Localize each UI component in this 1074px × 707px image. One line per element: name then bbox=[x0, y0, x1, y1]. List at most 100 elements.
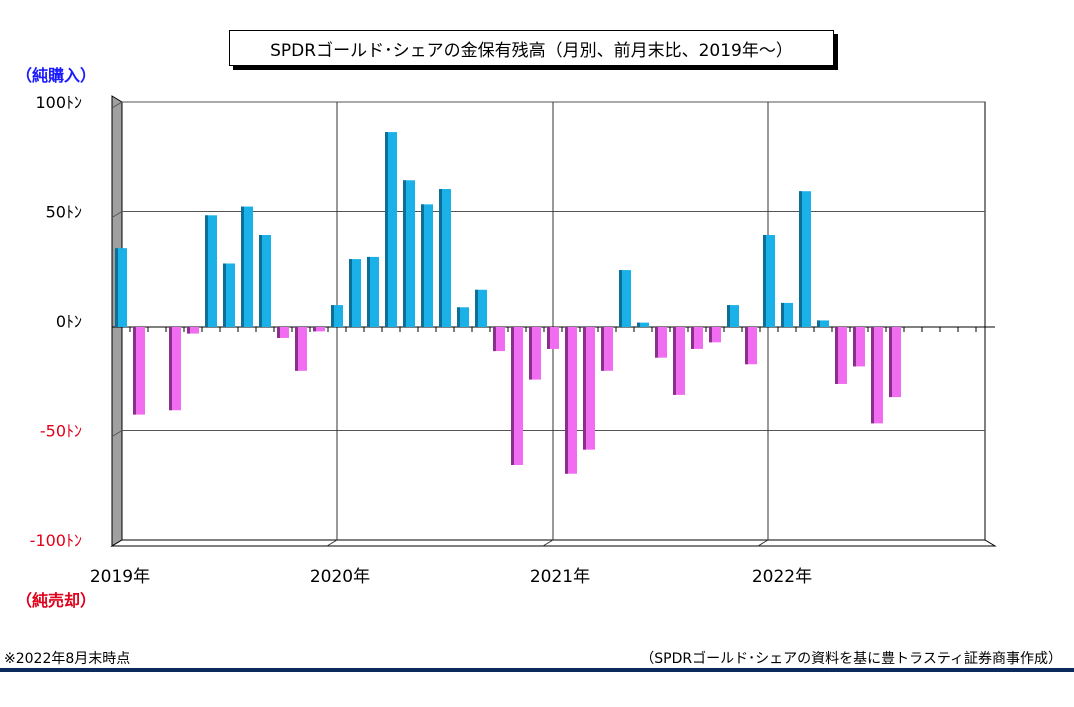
bar bbox=[223, 263, 235, 327]
bar bbox=[871, 327, 883, 424]
bar-side bbox=[601, 327, 604, 371]
bar-side bbox=[349, 259, 352, 327]
bar-side bbox=[781, 302, 784, 327]
bar-side bbox=[259, 235, 262, 327]
bar-side bbox=[547, 327, 550, 349]
bar bbox=[565, 327, 577, 474]
x-year-label: 2021年 bbox=[530, 567, 590, 587]
bar-front bbox=[817, 320, 829, 327]
label-layer: 100ﾄﾝ 50ﾄﾝ 0ﾄﾝ -50ﾄﾝ -100ﾄﾝ 2019年 2020年 2021年 20… bbox=[30, 93, 812, 587]
bar-side bbox=[817, 320, 820, 327]
y-tick-label: 50ﾄﾝ bbox=[46, 203, 82, 222]
bar bbox=[745, 327, 757, 365]
x-year-label: 2022年 bbox=[752, 567, 812, 587]
bar bbox=[331, 305, 343, 327]
gridline-side bbox=[111, 211, 123, 218]
bar bbox=[385, 132, 397, 327]
bar bbox=[835, 327, 847, 384]
bar-front bbox=[313, 327, 325, 332]
bar bbox=[349, 259, 361, 327]
bar-chart: 100ﾄﾝ 50ﾄﾝ 0ﾄﾝ -50ﾄﾝ -100ﾄﾝ 2019年 2020年 2021年 20… bbox=[30, 93, 997, 587]
bar-side bbox=[853, 327, 856, 367]
bar-side bbox=[511, 327, 514, 465]
y-tick-label: -100ﾄﾝ bbox=[30, 531, 82, 550]
bar bbox=[403, 180, 415, 327]
y-tick-label: 100ﾄﾝ bbox=[35, 93, 82, 112]
bar-side bbox=[133, 327, 136, 415]
bar-side bbox=[457, 307, 460, 327]
bar-side bbox=[835, 327, 838, 384]
bar bbox=[511, 327, 523, 465]
bar-side bbox=[223, 263, 226, 327]
bar bbox=[421, 204, 433, 327]
bar bbox=[889, 327, 901, 398]
bar bbox=[259, 235, 271, 327]
bar bbox=[547, 327, 559, 349]
bar-side bbox=[709, 327, 712, 343]
bar-side bbox=[205, 215, 208, 327]
bar bbox=[619, 270, 631, 327]
bar-side bbox=[115, 248, 118, 327]
bar bbox=[655, 327, 667, 358]
gridline-floor bbox=[542, 539, 554, 547]
bar-side bbox=[583, 327, 586, 450]
bar bbox=[763, 235, 775, 327]
bar-side bbox=[637, 322, 640, 327]
net-sale-label: （純売却） bbox=[16, 591, 97, 610]
bar-side bbox=[763, 235, 766, 327]
bar-side bbox=[673, 327, 676, 395]
bar-layer bbox=[115, 132, 901, 474]
bar bbox=[295, 327, 307, 371]
chart-title: SPDRゴールド･シェアの金保有残高（月別、前月末比、2019年～） bbox=[229, 30, 834, 66]
bar-front bbox=[187, 327, 199, 334]
bar bbox=[529, 327, 541, 380]
bar bbox=[457, 307, 469, 327]
bar bbox=[241, 206, 253, 327]
gridline-floor bbox=[326, 539, 338, 547]
gridline-side bbox=[111, 101, 123, 109]
x-year-label: 2020年 bbox=[310, 567, 370, 587]
plot-floor bbox=[110, 539, 997, 547]
bar bbox=[781, 302, 793, 327]
bar-side bbox=[187, 327, 190, 334]
bar-side bbox=[439, 189, 442, 327]
bar-side bbox=[619, 270, 622, 327]
bar bbox=[367, 256, 379, 327]
bar bbox=[853, 327, 865, 367]
bar-side bbox=[277, 327, 280, 338]
bar-side bbox=[799, 191, 802, 327]
bar-side bbox=[241, 206, 244, 327]
bar bbox=[601, 327, 613, 371]
y-tick-label: 0ﾄﾝ bbox=[56, 312, 82, 331]
bar bbox=[799, 191, 811, 327]
bar-side bbox=[691, 327, 694, 349]
bar-side bbox=[169, 327, 172, 411]
bar-side bbox=[367, 256, 370, 327]
bar bbox=[709, 327, 721, 343]
bar-side bbox=[421, 204, 424, 327]
bar bbox=[673, 327, 685, 395]
gridline-floor bbox=[757, 539, 769, 547]
bar-side bbox=[385, 132, 388, 327]
bar-side bbox=[475, 289, 478, 327]
bar bbox=[727, 305, 739, 327]
y-tick-label: -50ﾄﾝ bbox=[40, 422, 82, 441]
bar-side bbox=[493, 327, 496, 352]
bar-front bbox=[637, 322, 649, 327]
bar bbox=[187, 327, 199, 334]
bar bbox=[583, 327, 595, 450]
bar bbox=[115, 248, 127, 327]
bar-side bbox=[655, 327, 658, 358]
bar-side bbox=[403, 180, 406, 327]
bar-side bbox=[313, 327, 316, 332]
bar bbox=[691, 327, 703, 349]
as-of-note: ※2022年8月末時点 bbox=[4, 651, 131, 667]
bar bbox=[817, 320, 829, 327]
bar-side bbox=[871, 327, 874, 424]
net-purchase-label: （純購入） bbox=[16, 66, 97, 85]
bar bbox=[637, 322, 649, 327]
bar-side bbox=[565, 327, 568, 474]
bar-side bbox=[529, 327, 532, 380]
bar bbox=[439, 189, 451, 327]
x-year-label: 2019年 bbox=[90, 567, 150, 587]
